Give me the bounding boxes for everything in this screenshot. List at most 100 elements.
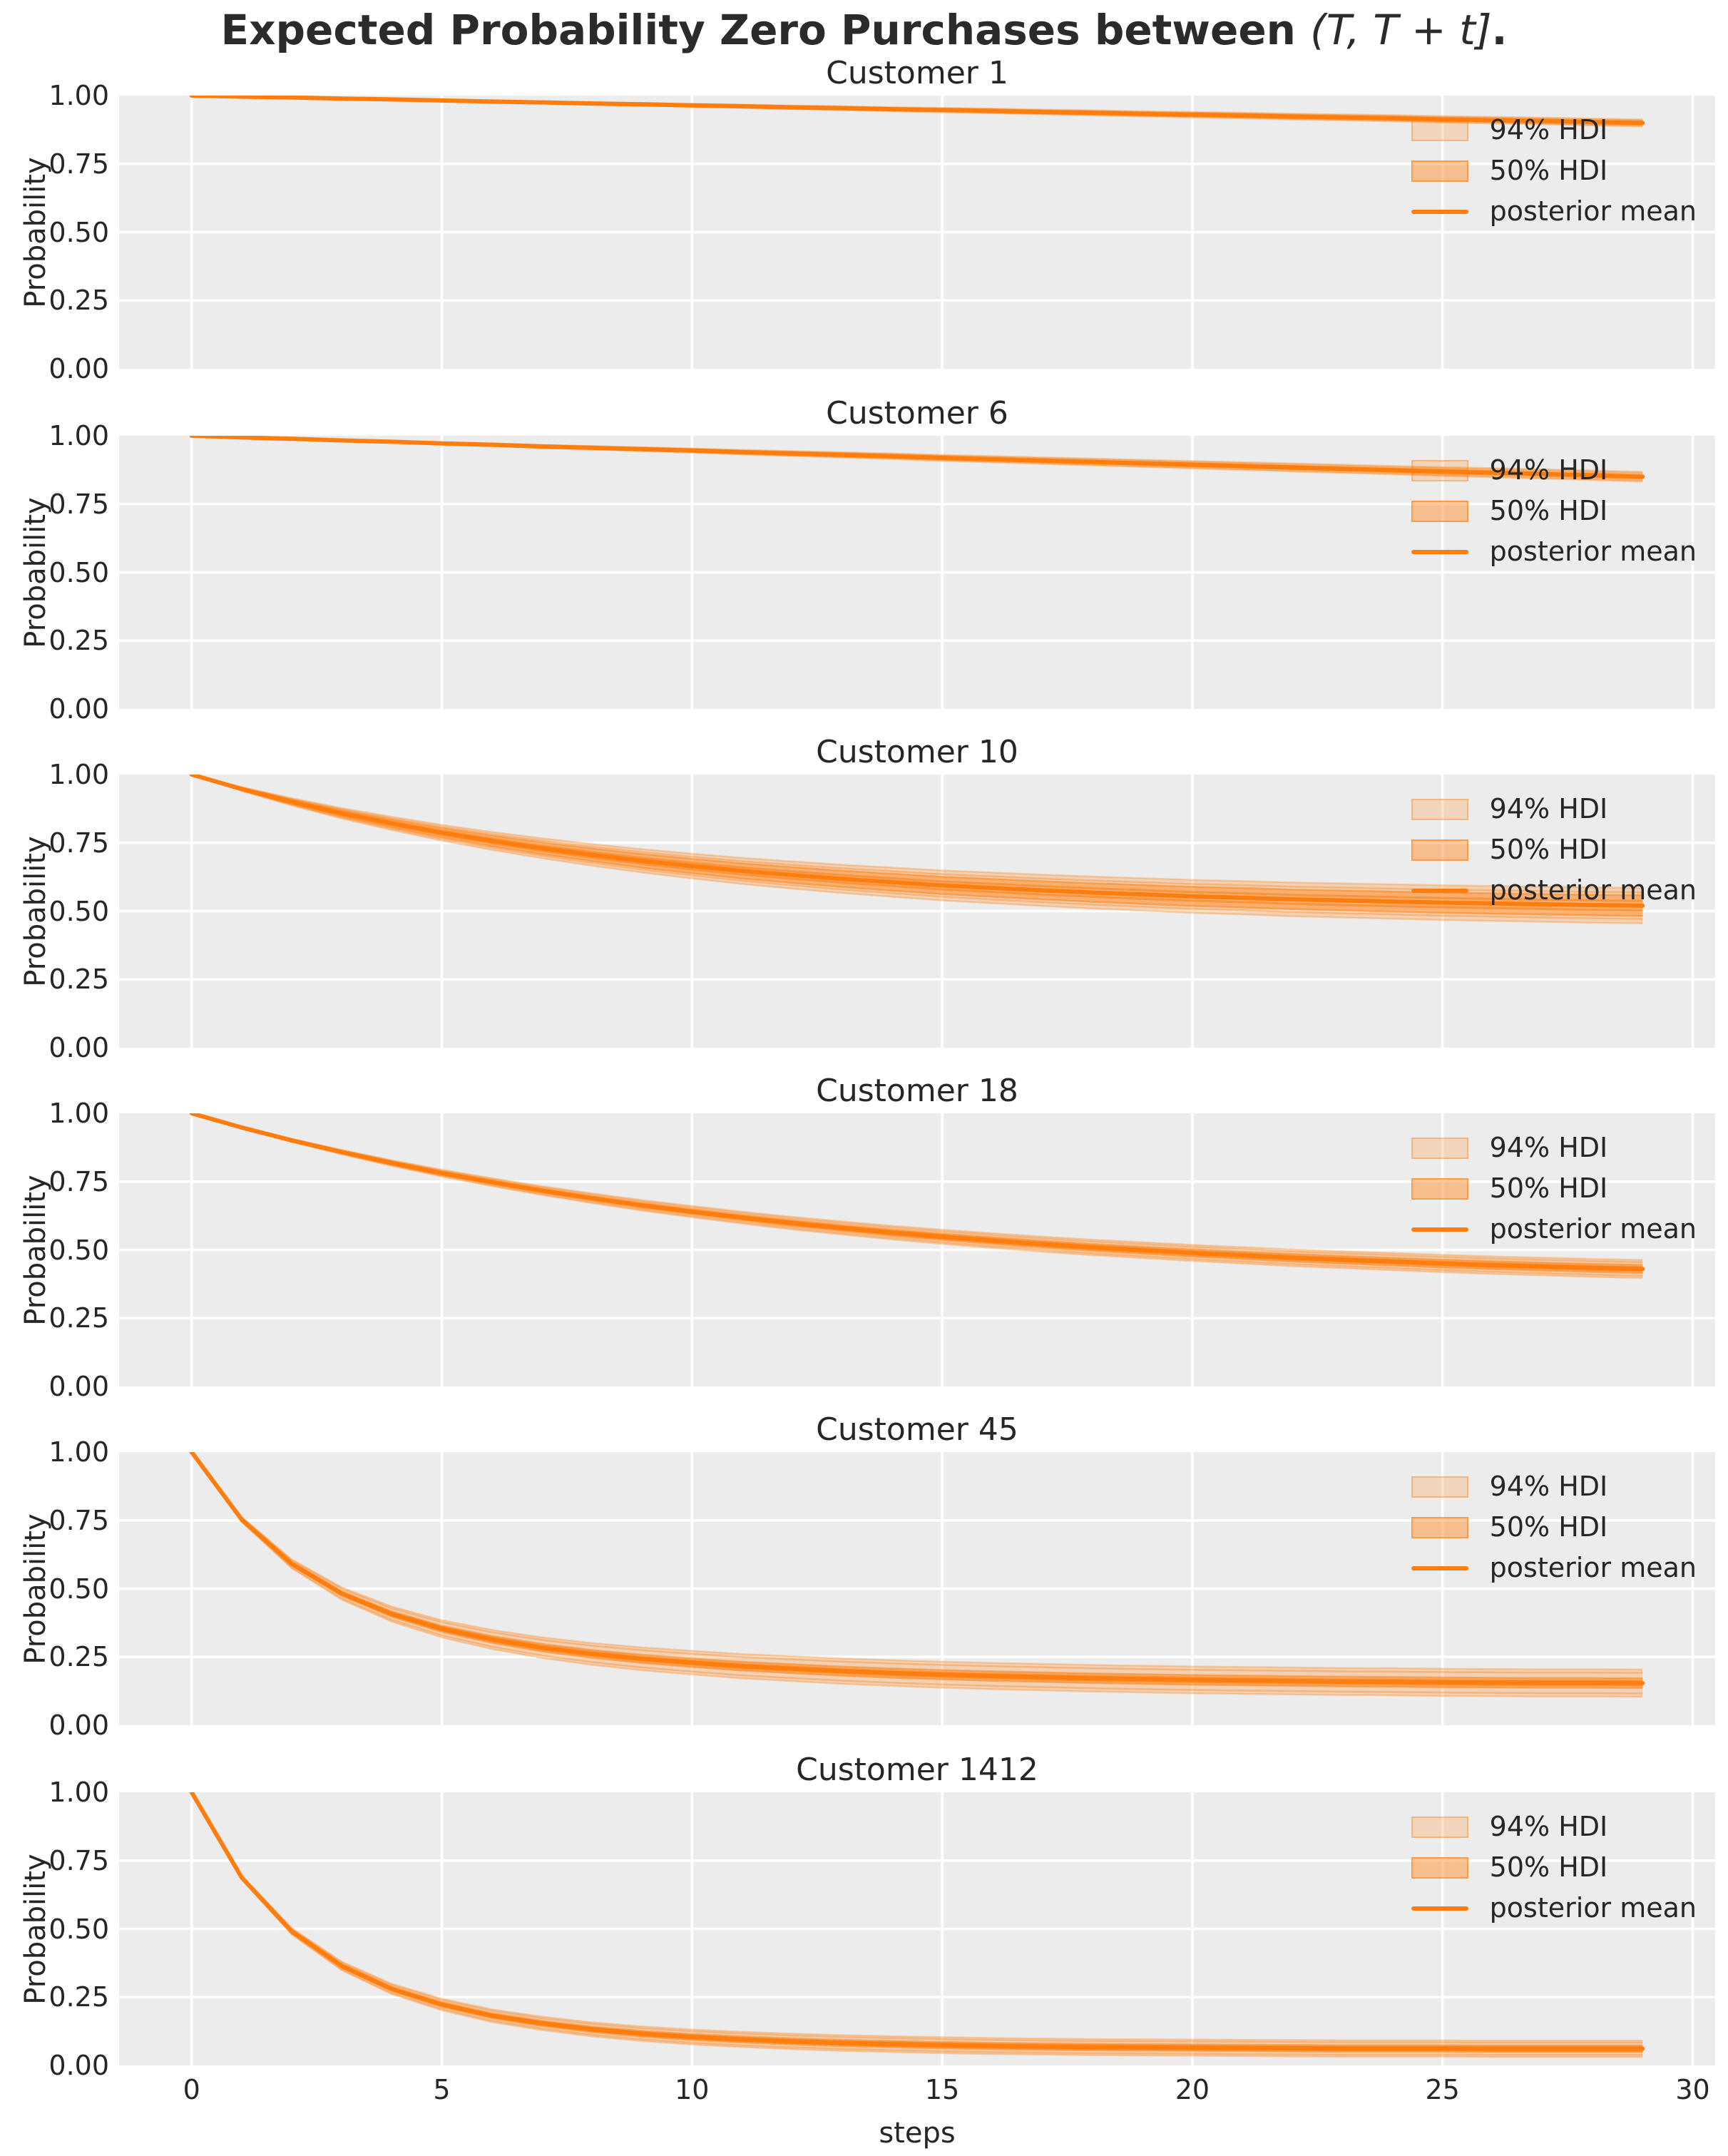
hdi94-swatch-icon xyxy=(1411,1817,1468,1838)
plot-area: Probability 94% HDI 50% HDI posterior me… xyxy=(19,420,1715,725)
y-tick-label: 0.25 xyxy=(48,964,109,996)
subplot-customer-1: Customer 1 Probability 94% HDI 50% HDI p… xyxy=(19,51,1715,384)
subplot-customer-6: Customer 6 Probability 94% HDI 50% HDI p… xyxy=(19,392,1715,725)
legend: 94% HDI 50% HDI posterior mean xyxy=(1411,114,1697,228)
y-axis-label: Probability xyxy=(19,835,52,987)
plot-area: Probability 94% HDI 50% HDI posterior me… xyxy=(19,1098,1715,1402)
y-tick-label: 0.50 xyxy=(48,1573,109,1605)
x-tick-label: 25 xyxy=(1425,2074,1460,2105)
legend-item-posterior-mean: posterior mean xyxy=(1411,1552,1697,1584)
y-tick-label: 0.00 xyxy=(48,353,109,384)
subplot-customer-1412: Customer 1412 Probability 94% HDI 50% HD… xyxy=(19,1748,1715,2150)
legend: 94% HDI 50% HDI posterior mean xyxy=(1411,1811,1697,1922)
legend-item-50-hdi: 50% HDI xyxy=(1411,835,1697,864)
hdi50-swatch-icon xyxy=(1411,501,1468,522)
y-tick-label: 0.25 xyxy=(48,1981,109,2013)
y-tick-label: 0.50 xyxy=(48,1913,109,1945)
legend-label: 50% HDI xyxy=(1489,495,1608,527)
legend-item-50-hdi: 50% HDI xyxy=(1411,1851,1697,1884)
figure-title-math: (T, T + t] xyxy=(1310,6,1492,54)
subplot-title: Customer 45 xyxy=(816,1411,1018,1448)
legend-item-94-hdi: 94% HDI xyxy=(1411,454,1697,486)
plot-area: Probability 94% HDI 50% HDI posterior me… xyxy=(19,1777,1715,2150)
plot-area: Probability 94% HDI 50% HDI posterior me… xyxy=(19,80,1715,384)
y-tick-label: 1.00 xyxy=(48,1436,109,1468)
mean-line-icon xyxy=(1411,1227,1468,1232)
y-tick-label: 0.75 xyxy=(48,1165,109,1197)
y-tick-label: 0.50 xyxy=(48,216,109,248)
legend: 94% HDI 50% HDI posterior mean xyxy=(1411,454,1697,568)
legend-label: 50% HDI xyxy=(1489,1851,1608,1884)
plot-area: Probability 94% HDI 50% HDI posterior me… xyxy=(19,759,1715,1063)
chart-canvas xyxy=(119,436,1715,709)
chart-canvas xyxy=(119,1113,1715,1386)
chart-canvas xyxy=(119,1452,1715,1725)
legend-label: posterior mean xyxy=(1489,195,1697,228)
legend-item-posterior-mean: posterior mean xyxy=(1411,1215,1697,1243)
y-axis-label: Probability xyxy=(19,496,52,648)
legend-label: 50% HDI xyxy=(1489,155,1608,187)
y-tick-label: 1.00 xyxy=(48,1777,109,1808)
y-tick-label: 0.00 xyxy=(48,1710,109,1741)
y-tick-label: 1.00 xyxy=(48,759,109,790)
legend-item-50-hdi: 50% HDI xyxy=(1411,1172,1697,1205)
chart-canvas xyxy=(119,1792,1715,2065)
legend: 94% HDI 50% HDI posterior mean xyxy=(1411,1133,1697,1243)
legend-item-posterior-mean: posterior mean xyxy=(1411,1894,1697,1922)
subplot-title: Customer 1 xyxy=(826,55,1008,91)
legend-label: posterior mean xyxy=(1489,1552,1697,1584)
legend-label: 94% HDI xyxy=(1489,114,1608,146)
y-tick-label: 0.50 xyxy=(48,1234,109,1266)
y-tick-label: 0.00 xyxy=(48,2050,109,2081)
plot-area: Probability 94% HDI 50% HDI posterior me… xyxy=(19,1436,1715,1741)
subplot-title: Customer 10 xyxy=(816,734,1018,770)
figure-title-period: . xyxy=(1491,6,1508,54)
subplot-title: Customer 6 xyxy=(826,395,1008,431)
legend-label: 94% HDI xyxy=(1489,454,1608,486)
legend-label: posterior mean xyxy=(1489,536,1697,568)
legend-item-50-hdi: 50% HDI xyxy=(1411,495,1697,527)
legend-item-94-hdi: 94% HDI xyxy=(1411,1811,1697,1843)
y-tick-label: 0.75 xyxy=(48,488,109,520)
y-tick-label: 0.25 xyxy=(48,1641,109,1673)
legend-item-50-hdi: 50% HDI xyxy=(1411,155,1697,187)
mean-line-icon xyxy=(1411,210,1468,214)
y-axis-label: Probability xyxy=(19,156,52,308)
chart-canvas xyxy=(119,96,1715,369)
subplot-customer-18: Customer 18 Probability 94% HDI 50% HDI … xyxy=(19,1069,1715,1402)
y-axis-label: Probability xyxy=(19,1853,52,2005)
x-tick-label: 30 xyxy=(1675,2074,1710,2105)
chart-canvas xyxy=(119,775,1715,1048)
legend-item-94-hdi: 94% HDI xyxy=(1411,1471,1697,1503)
legend-item-posterior-mean: posterior mean xyxy=(1411,195,1697,228)
subplot-title: Customer 1412 xyxy=(796,1752,1038,1788)
legend-label: 94% HDI xyxy=(1489,793,1608,825)
subplot-customer-45: Customer 45 Probability 94% HDI 50% HDI … xyxy=(19,1408,1715,1741)
y-tick-label: 0.75 xyxy=(48,1504,109,1536)
x-axis-label: steps xyxy=(879,2117,956,2150)
legend: 94% HDI 50% HDI posterior mean xyxy=(1411,793,1697,904)
hdi94-swatch-icon xyxy=(1411,799,1468,820)
legend-item-50-hdi: 50% HDI xyxy=(1411,1513,1697,1541)
legend-label: 50% HDI xyxy=(1489,1172,1608,1205)
legend-item-94-hdi: 94% HDI xyxy=(1411,114,1697,146)
y-tick-label: 0.75 xyxy=(48,827,109,859)
y-axis-label: Probability xyxy=(19,1513,52,1665)
legend-label: 94% HDI xyxy=(1489,1471,1608,1503)
y-tick-label: 0.75 xyxy=(48,148,109,180)
y-tick-label: 0.25 xyxy=(48,285,109,317)
x-tick-label: 5 xyxy=(433,2074,451,2105)
mean-line-icon xyxy=(1411,1566,1468,1570)
y-tick-label: 1.00 xyxy=(48,80,109,111)
figure-title: Expected Probability Zero Purchases betw… xyxy=(0,6,1728,54)
mean-line-icon xyxy=(1411,889,1468,893)
legend-item-posterior-mean: posterior mean xyxy=(1411,536,1697,568)
legend-item-94-hdi: 94% HDI xyxy=(1411,793,1697,825)
y-axis-label: Probability xyxy=(19,1174,52,1326)
y-tick-label: 0.00 xyxy=(48,1371,109,1402)
x-tick-label: 10 xyxy=(675,2074,710,2105)
legend-label: 94% HDI xyxy=(1489,1811,1608,1843)
hdi50-swatch-icon xyxy=(1411,160,1468,182)
y-tick-label: 0.50 xyxy=(48,895,109,927)
